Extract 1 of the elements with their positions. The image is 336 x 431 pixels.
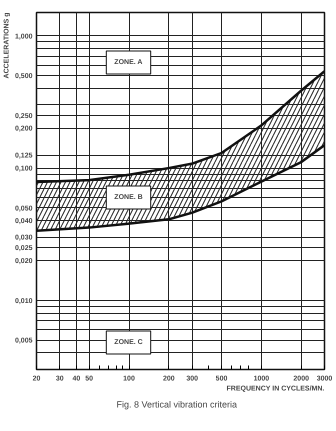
caption: Fig. 8 Vertical vibration criteria <box>116 400 238 410</box>
